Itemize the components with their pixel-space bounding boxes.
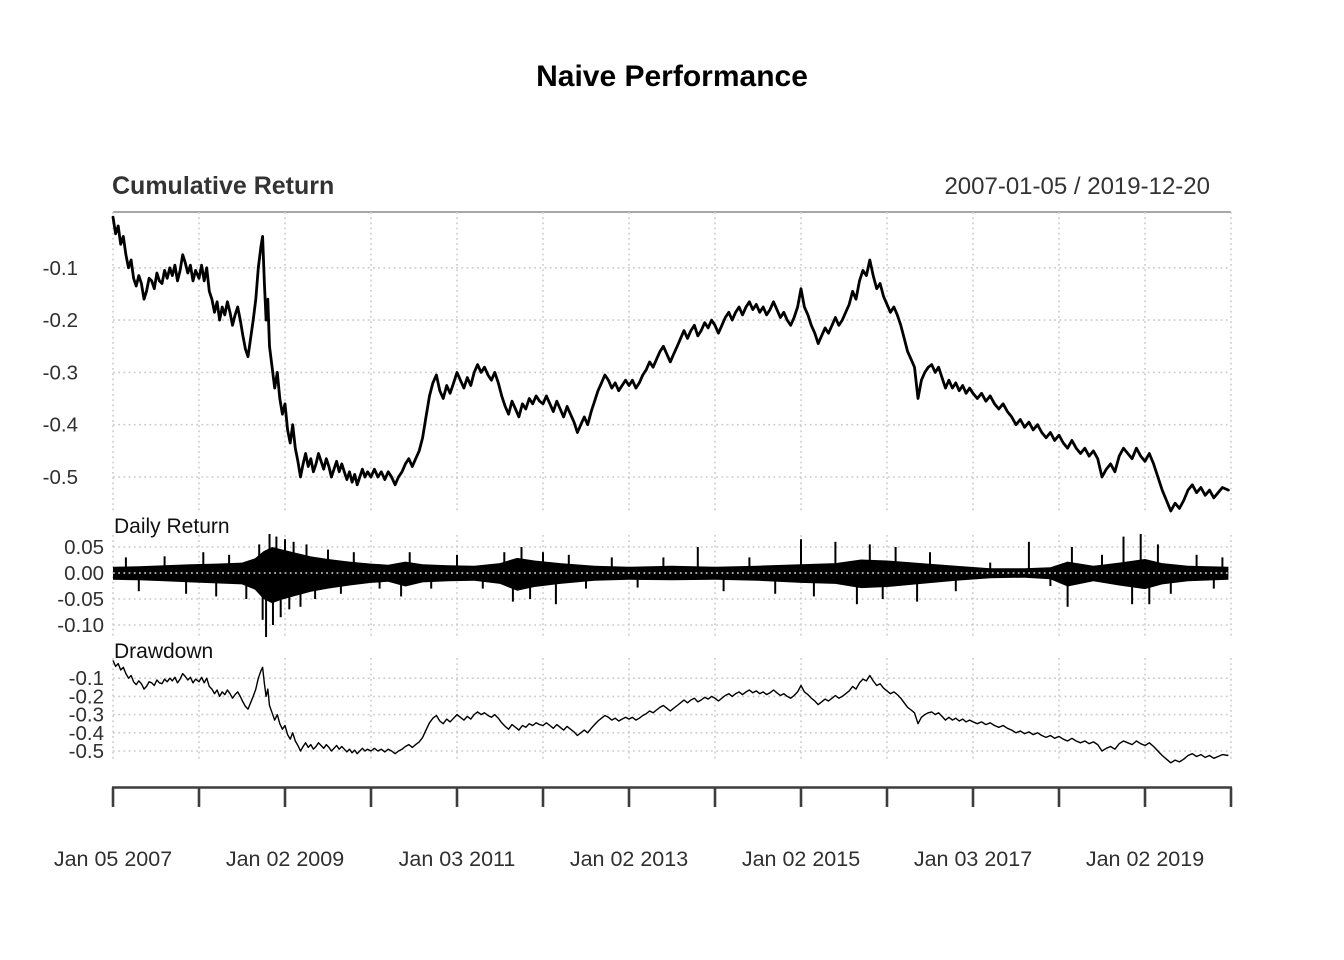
y-axis-tick-label: -0.2 <box>69 685 104 708</box>
daily-return-band <box>113 547 1229 604</box>
y-axis-tick-label: 0.00 <box>64 562 104 585</box>
y-axis-tick-label: -0.3 <box>69 704 104 727</box>
y-axis-tick-label: -0.5 <box>43 466 78 489</box>
x-axis-tick-label: Jan 02 2019 <box>1086 847 1204 871</box>
y-axis-tick-label: 0.05 <box>64 536 104 559</box>
x-axis-tick-label: Jan 02 2009 <box>226 847 344 871</box>
y-axis-tick-label: -0.1 <box>43 257 78 280</box>
y-axis-tick-label: -0.4 <box>43 414 78 437</box>
x-axis-tick-label: Jan 02 2015 <box>742 847 860 871</box>
y-axis-tick-label: -0.4 <box>69 722 104 745</box>
y-axis-tick-label: -0.3 <box>43 361 78 384</box>
chart-title: Naive Performance <box>536 60 808 93</box>
drawdown-panel-title: Drawdown <box>114 640 214 663</box>
cumulative-return-panel-title: Cumulative Return <box>112 172 335 200</box>
x-axis-tick-label: Jan 05 2007 <box>54 847 172 871</box>
cumulative-return-line <box>111 215 1230 513</box>
y-axis-tick-label: -0.5 <box>69 740 104 763</box>
y-axis-tick-label: -0.1 <box>69 667 104 690</box>
x-axis-tick-label: Jan 03 2017 <box>914 847 1032 871</box>
daily-return-panel-title: Daily Return <box>114 515 230 538</box>
drawdown-line <box>112 660 1229 764</box>
x-axis-tick-label: Jan 03 2011 <box>399 847 516 871</box>
y-axis-tick-label: -0.2 <box>43 309 78 332</box>
date-range-label: 2007-01-05 / 2019-12-20 <box>944 173 1210 200</box>
x-axis-tick-label: Jan 02 2013 <box>570 847 688 871</box>
y-axis-tick-label: -0.10 <box>57 614 104 637</box>
y-axis-tick-label: -0.05 <box>57 588 104 611</box>
